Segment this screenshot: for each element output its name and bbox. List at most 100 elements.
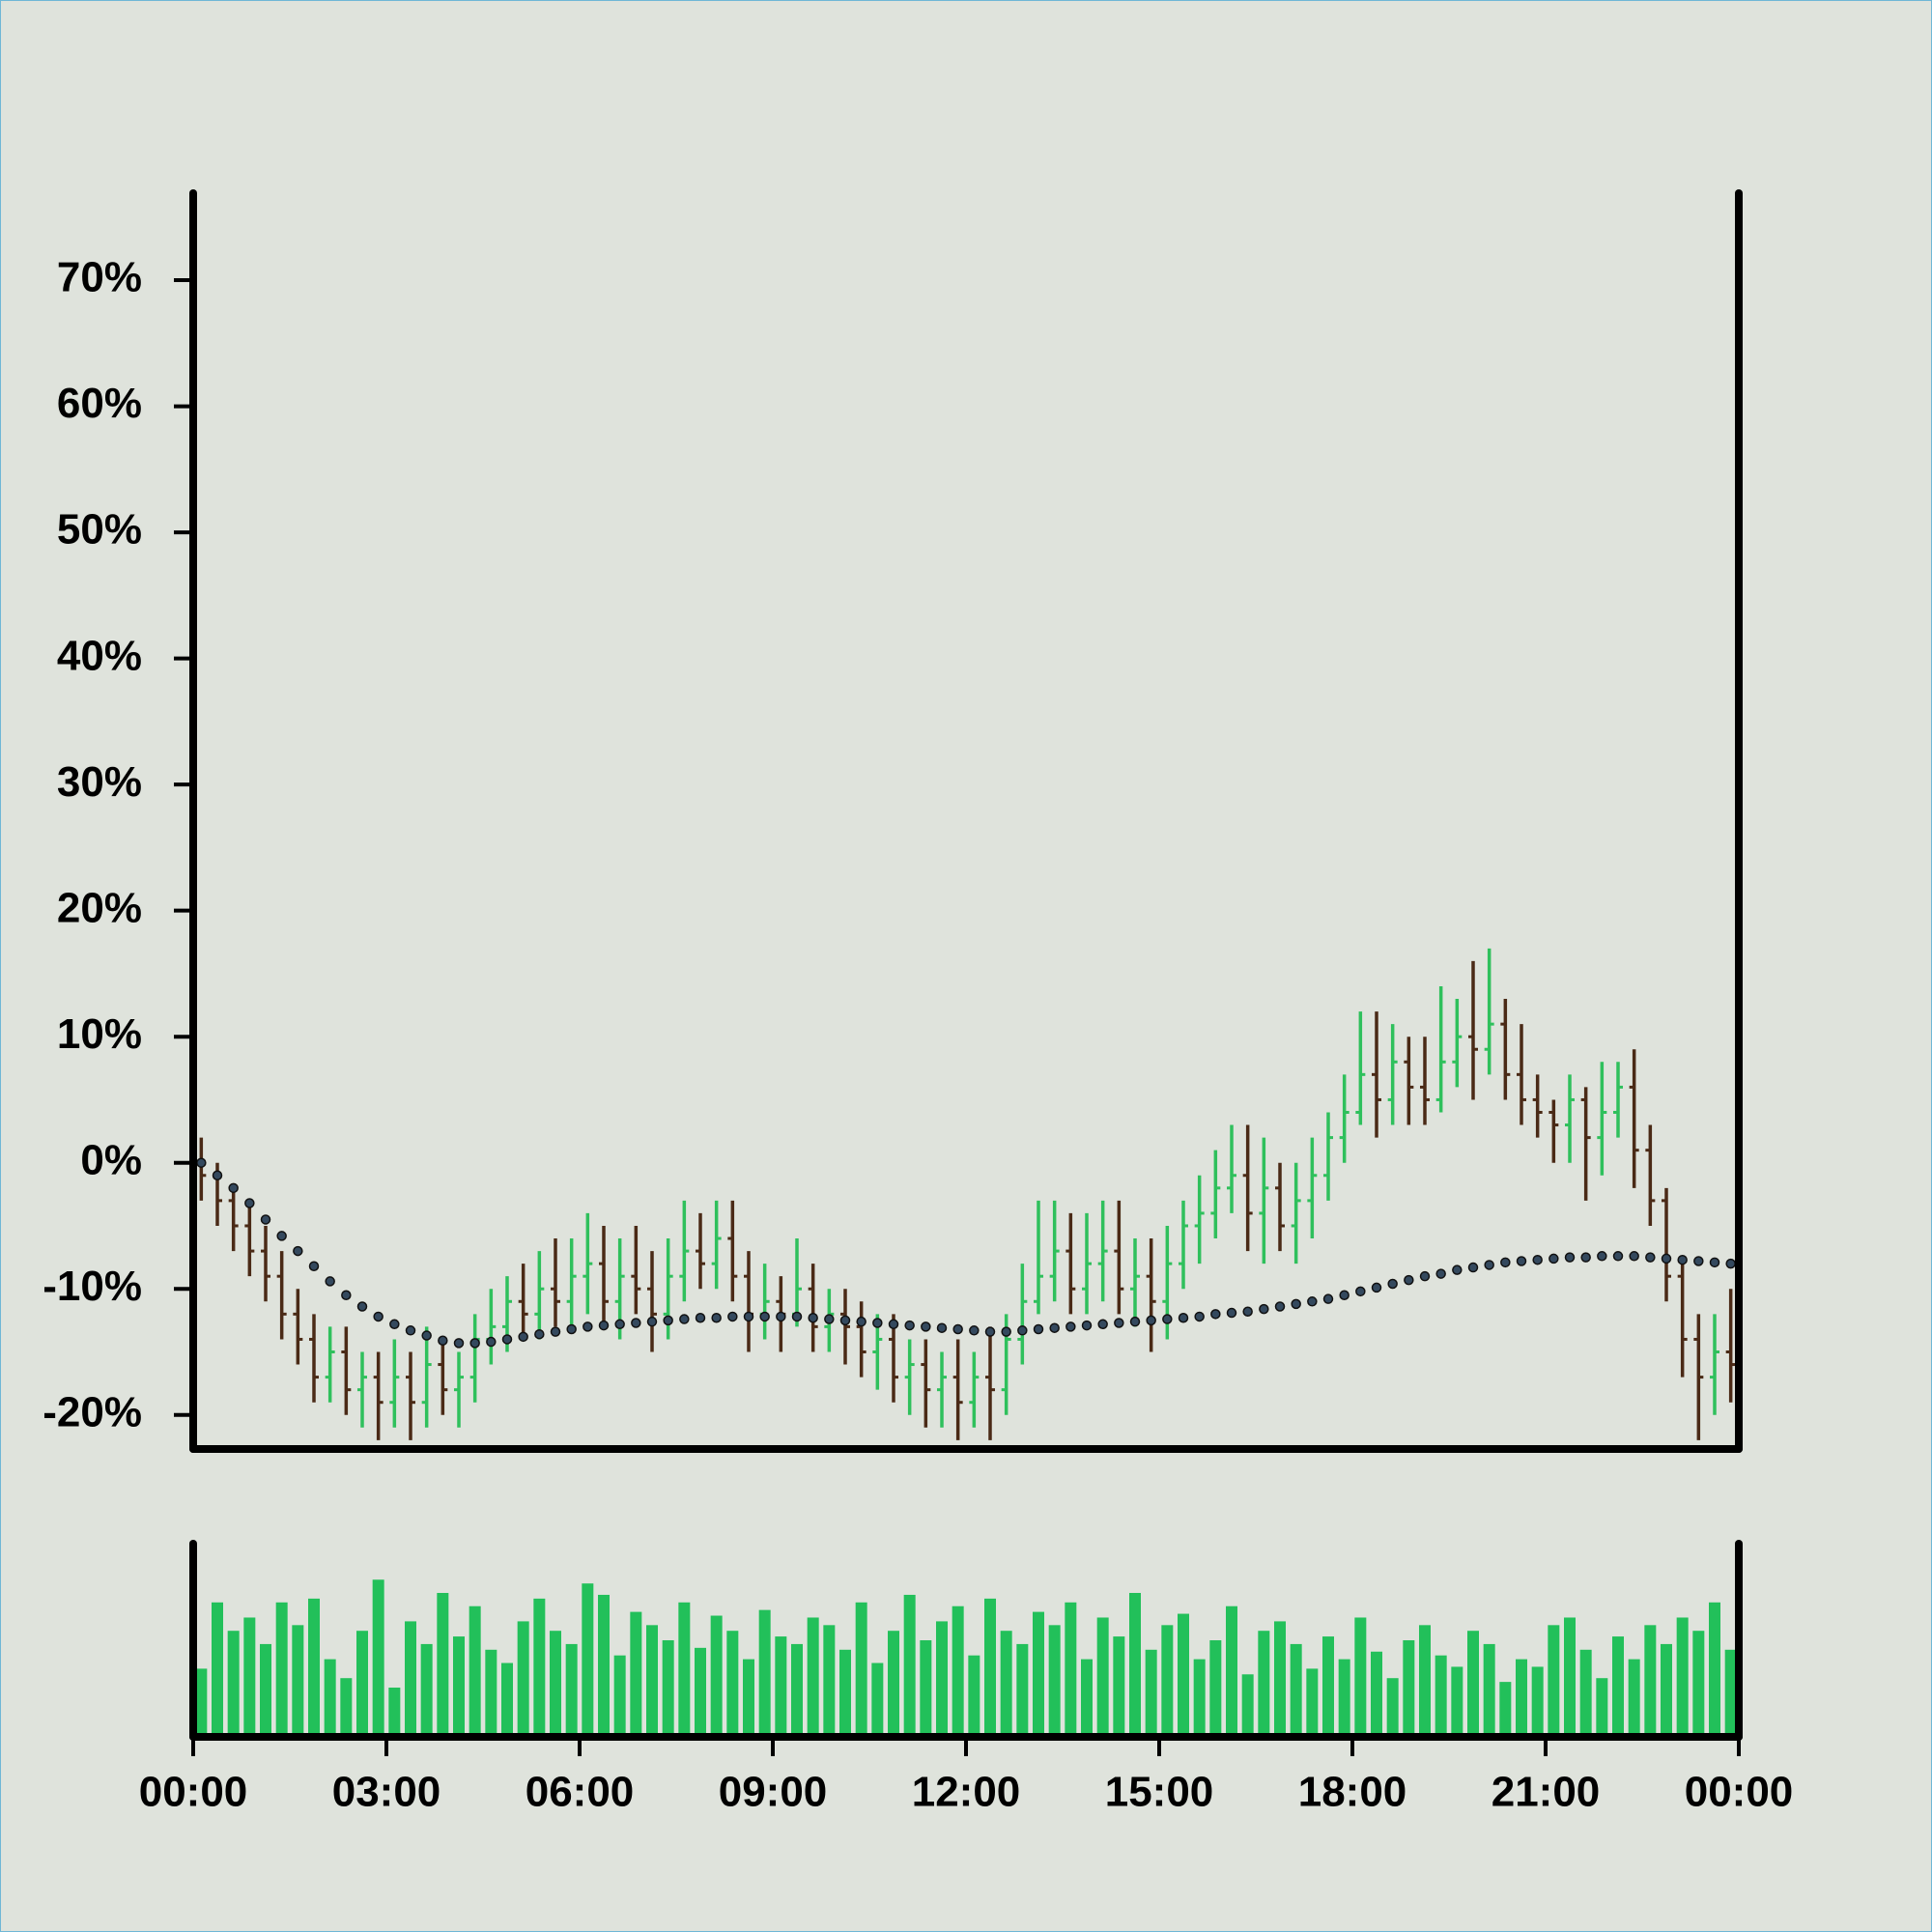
moving-average-dot <box>727 1311 738 1322</box>
volume-bar <box>823 1625 836 1735</box>
volume-bar <box>1096 1617 1109 1735</box>
y-tick-label: 10% <box>57 1010 142 1058</box>
volume-bar <box>936 1621 948 1735</box>
moving-average-dot <box>921 1321 931 1332</box>
moving-average-dot <box>1322 1293 1334 1304</box>
y-tick-label: 20% <box>57 884 142 931</box>
volume-bar <box>613 1655 626 1735</box>
moving-average-dot <box>646 1316 658 1327</box>
moving-average-dot <box>936 1322 948 1333</box>
moving-average-dot <box>872 1318 883 1328</box>
moving-average-dot <box>904 1320 915 1331</box>
moving-average-dot <box>1419 1270 1431 1282</box>
volume-bar <box>582 1583 594 1735</box>
volume-bar <box>1644 1625 1657 1735</box>
moving-average-dot <box>469 1338 480 1349</box>
volume-bar <box>1709 1602 1720 1735</box>
moving-average-dot <box>1725 1258 1736 1269</box>
moving-average-dot <box>1049 1322 1060 1333</box>
volume-bar <box>292 1625 304 1735</box>
volume-bar <box>1274 1621 1286 1735</box>
volume-bar <box>1692 1631 1705 1735</box>
moving-average-dot <box>389 1319 400 1330</box>
price-plot <box>196 948 1736 1440</box>
volume-bar <box>388 1688 401 1735</box>
moving-average-dot <box>824 1314 835 1324</box>
moving-average-dot <box>1081 1320 1093 1331</box>
moving-average-dot <box>260 1214 271 1225</box>
moving-average-dot <box>1612 1251 1624 1262</box>
moving-average-dot <box>325 1276 335 1287</box>
volume-bar <box>1241 1674 1254 1735</box>
volume-bar <box>260 1643 271 1735</box>
volume-bar <box>1065 1602 1077 1735</box>
volume-bar <box>1129 1593 1141 1735</box>
volume-bar <box>437 1593 449 1735</box>
moving-average-dot <box>1146 1315 1156 1326</box>
moving-average-dot <box>1162 1314 1173 1324</box>
moving-average-dot <box>356 1301 368 1312</box>
moving-average-dot <box>293 1245 303 1257</box>
moving-average-dot <box>1661 1253 1672 1264</box>
volume-bar <box>1033 1611 1044 1735</box>
moving-average-dot <box>1548 1253 1559 1264</box>
moving-average-dot <box>276 1231 287 1241</box>
moving-average-dot <box>791 1311 803 1322</box>
x-tick-label: 00:00 <box>1685 1769 1794 1816</box>
volume-bar <box>1531 1666 1544 1735</box>
volume-bar <box>758 1609 771 1735</box>
volume-bar <box>1386 1678 1399 1735</box>
moving-average-dot <box>1645 1252 1656 1263</box>
volume-bar <box>1306 1668 1319 1735</box>
moving-average-dot <box>453 1338 465 1349</box>
moving-average-dot <box>244 1198 255 1208</box>
volume-bar <box>1676 1617 1689 1735</box>
volume-bar <box>855 1602 867 1735</box>
moving-average-dot <box>1194 1311 1205 1322</box>
volume-bar <box>340 1678 353 1735</box>
moving-average-dot <box>614 1319 625 1330</box>
x-tick-label: 21:00 <box>1492 1769 1601 1816</box>
moving-average-dot <box>1129 1316 1141 1327</box>
volume-bar <box>662 1640 674 1735</box>
volume-bar <box>920 1640 932 1735</box>
moving-average-dot <box>1597 1251 1607 1262</box>
moving-average-dot <box>1259 1303 1269 1315</box>
moving-average-dot <box>308 1261 320 1271</box>
volume-bar <box>695 1647 706 1735</box>
moving-average-dot <box>1001 1326 1011 1337</box>
volume-bar <box>1113 1636 1125 1735</box>
moving-average-dot <box>1242 1306 1253 1317</box>
moving-average-dot <box>1097 1319 1108 1330</box>
volume-bar <box>1564 1617 1576 1735</box>
moving-average-dot <box>373 1311 384 1322</box>
y-tick-label: 50% <box>57 506 142 554</box>
moving-average-dot <box>808 1313 818 1323</box>
volume-bar <box>324 1659 336 1735</box>
y-tick-label: -20% <box>43 1388 142 1435</box>
volume-bar <box>1499 1682 1512 1735</box>
volume-bar <box>533 1598 546 1735</box>
volume-bar <box>952 1605 964 1735</box>
x-tick-label: 18:00 <box>1298 1769 1407 1816</box>
moving-average-dot <box>1629 1251 1639 1262</box>
moving-average-dot <box>1291 1298 1301 1310</box>
moving-average-dot <box>405 1325 416 1336</box>
volume-bar <box>726 1631 739 1735</box>
volume-bar <box>984 1598 996 1735</box>
moving-average-dot <box>1467 1262 1479 1273</box>
volume-bar <box>1371 1651 1382 1735</box>
volume-bar <box>1161 1625 1174 1735</box>
moving-average-dot <box>1435 1268 1446 1279</box>
volume-bar <box>1193 1659 1206 1735</box>
moving-average-dot <box>550 1326 561 1337</box>
moving-average-dot <box>438 1335 448 1347</box>
moving-average-dot <box>1339 1290 1350 1301</box>
volume-bar <box>1516 1659 1527 1735</box>
volume-bar <box>871 1662 884 1735</box>
moving-average-dot <box>984 1326 996 1337</box>
volume-bar <box>630 1611 642 1735</box>
moving-average-dot <box>952 1323 963 1335</box>
moving-average-dot <box>196 1157 207 1168</box>
